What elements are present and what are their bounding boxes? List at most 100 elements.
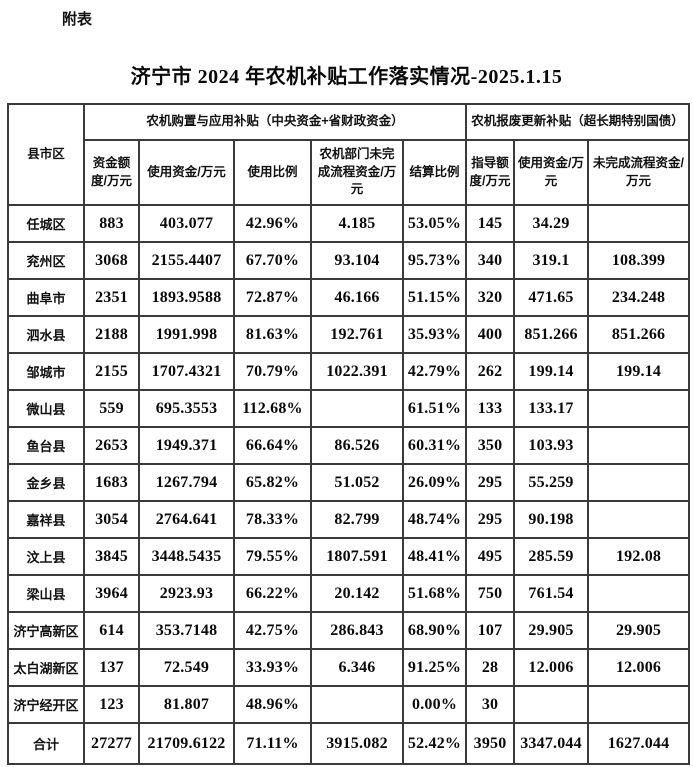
- value-cell: 3054: [83, 500, 140, 539]
- value-cell: [587, 500, 691, 539]
- value-cell: 30: [465, 685, 516, 724]
- value-cell: 60.31%: [401, 426, 468, 465]
- value-cell: [587, 426, 691, 465]
- value-cell: 286.843: [310, 611, 404, 650]
- value-cell: 4.185: [310, 204, 404, 243]
- region-cell: 兖州区: [7, 241, 85, 280]
- value-cell: 48.96%: [233, 685, 312, 724]
- table-row: 邹城市 2155 1707.4321 70.79% 1022.391 42.79% 262 1…: [7, 352, 691, 391]
- value-cell: 52.42%: [401, 722, 468, 765]
- header-group-scrap-renewal-subsidy: 农机报废更新补贴（超长期特别国债）: [465, 103, 691, 141]
- value-cell: 91.25%: [401, 648, 468, 687]
- table-row: 嘉祥县 3054 2764.641 78.33% 82.799 48.74% 295 90.1…: [7, 500, 691, 539]
- value-cell: 21709.6122: [138, 722, 235, 765]
- value-cell: 1893.9588: [138, 278, 235, 317]
- value-cell: 1807.591: [310, 537, 404, 576]
- value-cell: 3845: [83, 537, 140, 576]
- header-settlement-ratio: 结算比例: [401, 139, 468, 206]
- value-cell: 86.526: [310, 426, 404, 465]
- value-cell: 28: [465, 648, 516, 687]
- value-cell: 95.73%: [401, 241, 468, 280]
- value-cell: [587, 685, 691, 724]
- header-used-funds: 使用资金/万元: [138, 139, 235, 206]
- value-cell: 12.006: [587, 648, 691, 687]
- value-cell: 108.399: [587, 241, 691, 280]
- region-cell: 邹城市: [7, 352, 85, 391]
- value-cell: 750: [465, 574, 516, 613]
- value-cell: 1707.4321: [138, 352, 235, 391]
- value-cell: 70.79%: [233, 352, 312, 391]
- value-cell: 340: [465, 241, 516, 280]
- region-cell: 汶上县: [7, 537, 85, 576]
- value-cell: 3915.082: [310, 722, 404, 765]
- value-cell: 137: [83, 648, 140, 687]
- value-cell: 3068: [83, 241, 140, 280]
- value-cell: 2155: [83, 352, 140, 391]
- table-body: 任城区 883 403.077 42.96% 4.185 53.05% 145 34.29 兖州…: [7, 204, 691, 765]
- table-row: 太白湖新区 137 72.549 33.93% 6.346 91.25% 28 12.006 1…: [7, 648, 691, 687]
- value-cell: 3448.5435: [138, 537, 235, 576]
- table-row: 汶上县 3845 3448.5435 79.55% 1807.591 48.41% 495 2…: [7, 537, 691, 576]
- table-row: 金乡县 1683 1267.794 65.82% 51.052 26.09% 295 55.2…: [7, 463, 691, 502]
- value-cell: 66.22%: [233, 574, 312, 613]
- value-cell: 79.55%: [233, 537, 312, 576]
- value-cell: 81.807: [138, 685, 235, 724]
- value-cell: 295: [465, 463, 516, 502]
- value-cell: [587, 389, 691, 428]
- value-cell: 851.266: [587, 315, 691, 354]
- value-cell: 55.259: [513, 463, 590, 502]
- value-cell: [587, 574, 691, 613]
- value-cell: 12.006: [513, 648, 590, 687]
- value-cell: 71.11%: [233, 722, 312, 765]
- value-cell: 51.68%: [401, 574, 468, 613]
- value-cell: 20.142: [310, 574, 404, 613]
- value-cell: 81.63%: [233, 315, 312, 354]
- value-cell: 29.905: [513, 611, 590, 650]
- value-cell: 353.7148: [138, 611, 235, 650]
- region-cell: 曲阜市: [7, 278, 85, 317]
- value-cell: 295: [465, 500, 516, 539]
- value-cell: 851.266: [513, 315, 590, 354]
- value-cell: 34.29: [513, 204, 590, 243]
- value-cell: 3964: [83, 574, 140, 613]
- value-cell: 319.1: [513, 241, 590, 280]
- table-row: 鱼台县 2653 1949.371 66.64% 86.526 60.31% 350 103.…: [7, 426, 691, 465]
- value-cell: 1991.998: [138, 315, 235, 354]
- table-row: 济宁高新区 614 353.7148 42.75% 286.843 68.90% 107 29…: [7, 611, 691, 650]
- header-guide-quota: 指导额度/万元: [465, 139, 516, 206]
- value-cell: 51.052: [310, 463, 404, 502]
- value-cell: 192.08: [587, 537, 691, 576]
- value-cell: 199.14: [587, 352, 691, 391]
- value-cell: 695.3553: [138, 389, 235, 428]
- value-cell: 33.93%: [233, 648, 312, 687]
- value-cell: 192.761: [310, 315, 404, 354]
- value-cell: [587, 463, 691, 502]
- value-cell: 1022.391: [310, 352, 404, 391]
- value-cell: 90.198: [513, 500, 590, 539]
- value-cell: 2653: [83, 426, 140, 465]
- value-cell: 42.75%: [233, 611, 312, 650]
- value-cell: 67.70%: [233, 241, 312, 280]
- value-cell: 112.68%: [233, 389, 312, 428]
- value-cell: 2155.4407: [138, 241, 235, 280]
- region-cell: 济宁经开区: [7, 685, 85, 724]
- value-cell: 48.41%: [401, 537, 468, 576]
- value-cell: 82.799: [310, 500, 404, 539]
- value-cell: 400: [465, 315, 516, 354]
- header-group-purchase-subsidy: 农机购置与应用补贴（中央资金+省财政资金）: [82, 103, 468, 141]
- value-cell: 68.90%: [401, 611, 468, 650]
- value-cell: 6.346: [310, 648, 404, 687]
- region-cell: 梁山县: [7, 574, 85, 613]
- value-cell: 42.96%: [233, 204, 312, 243]
- corner-label: 附表: [62, 11, 93, 28]
- value-cell: 403.077: [138, 204, 235, 243]
- value-cell: 103.93: [513, 426, 590, 465]
- value-cell: 133: [465, 389, 516, 428]
- region-cell: 鱼台县: [7, 426, 85, 465]
- table-row: 梁山县 3964 2923.93 66.22% 20.142 51.68% 750 761.5…: [7, 574, 691, 613]
- value-cell: 35.93%: [401, 315, 468, 354]
- value-cell: 133.17: [513, 389, 590, 428]
- value-cell: 93.104: [310, 241, 404, 280]
- value-cell: 53.05%: [401, 204, 468, 243]
